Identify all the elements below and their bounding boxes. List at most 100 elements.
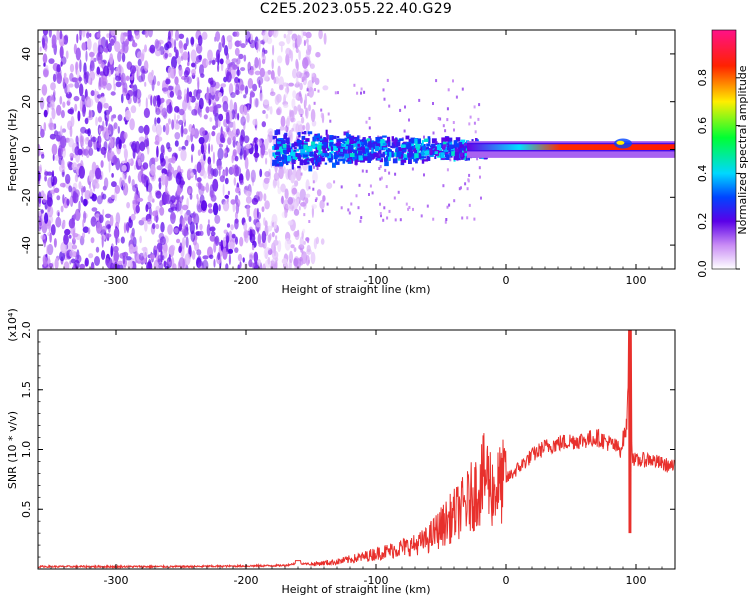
noise-cell <box>172 263 177 269</box>
noise-cell <box>108 160 111 173</box>
signal-cell <box>436 144 442 150</box>
noise-cell <box>446 205 449 209</box>
noise-cell <box>96 32 101 38</box>
noise-cell <box>301 30 304 39</box>
signal-cell <box>431 146 434 149</box>
noise-cell <box>420 214 423 218</box>
noise-cell <box>107 123 112 134</box>
noise-cell <box>261 121 266 128</box>
noise-cell <box>240 67 246 72</box>
noise-cell <box>90 90 95 97</box>
noise-cell <box>218 167 221 177</box>
signal-cell <box>315 161 321 167</box>
noise-cell <box>92 42 98 54</box>
noise-cell <box>232 64 238 70</box>
signal-cell <box>297 165 301 169</box>
noise-cell <box>147 194 153 203</box>
noise-cell <box>300 114 303 117</box>
noise-cell <box>174 227 179 234</box>
signal-cell <box>276 129 281 135</box>
noise-cell <box>227 190 230 196</box>
noise-cell <box>131 140 137 153</box>
noise-cell <box>254 143 259 151</box>
noise-cell <box>222 183 225 196</box>
noise-cell <box>225 240 229 253</box>
noise-cell <box>258 57 261 70</box>
noise-cell <box>394 172 397 176</box>
noise-cell <box>340 206 343 210</box>
noise-cell <box>111 181 117 188</box>
noise-cell <box>68 83 74 88</box>
noise-cell <box>114 41 121 53</box>
noise-cell <box>196 161 202 174</box>
noise-cell <box>125 109 131 121</box>
signal-cell <box>307 153 312 156</box>
noise-cell <box>166 104 173 114</box>
signal-cell <box>362 155 367 159</box>
noise-cell <box>201 31 208 40</box>
noise-cell <box>198 54 202 60</box>
signal-cell <box>467 156 470 161</box>
noise-cell <box>298 205 301 211</box>
noise-cell <box>245 168 250 181</box>
spectrogram-y-ticks: -40 -20 0 20 40 <box>20 29 675 270</box>
signal-cell <box>310 158 314 163</box>
noise-cell <box>300 202 307 207</box>
signal-cell <box>354 159 358 165</box>
signal-cell <box>377 140 380 144</box>
noise-cell <box>464 182 467 186</box>
noise-cell <box>48 122 55 131</box>
noise-cell <box>272 44 275 56</box>
signal-cell <box>354 137 358 142</box>
noise-cell <box>42 193 47 204</box>
signal-cell <box>369 140 375 145</box>
noise-cell <box>200 200 208 212</box>
noise-cell <box>162 255 165 261</box>
signal-cell <box>453 156 458 160</box>
noise-cell <box>64 228 71 236</box>
signal-cell <box>394 158 398 163</box>
noise-cell <box>360 216 363 220</box>
signal-cell <box>274 155 279 160</box>
noise-cell <box>208 208 213 214</box>
noise-cell <box>51 34 57 47</box>
noise-cell <box>178 33 185 39</box>
noise-cell <box>313 165 315 169</box>
noise-cell <box>263 248 268 259</box>
signal-cell <box>275 151 281 155</box>
noise-cell <box>76 141 80 150</box>
noise-cell <box>121 52 126 63</box>
signal-cell <box>282 144 287 148</box>
noise-cell <box>267 249 273 255</box>
noise-cell <box>168 171 173 181</box>
signal-cell <box>344 153 349 158</box>
noise-cell <box>210 144 214 153</box>
noise-cell <box>296 71 302 79</box>
noise-cell <box>60 135 67 149</box>
noise-cell <box>468 122 471 126</box>
noise-cell <box>64 77 69 85</box>
noise-cell <box>211 130 216 137</box>
noise-cell <box>83 41 87 52</box>
noise-cell <box>234 247 239 254</box>
noise-cell <box>218 92 222 98</box>
noise-cell <box>223 229 228 234</box>
noise-cell <box>444 220 447 224</box>
colorbar-label: Normalized spectral amplitude <box>736 65 749 234</box>
noise-cell <box>121 164 127 172</box>
y-tick-label: 0.5 <box>20 501 33 519</box>
noise-cell <box>74 81 80 89</box>
noise-cell <box>96 66 101 75</box>
noise-cell <box>48 263 54 268</box>
noise-cell <box>180 148 187 162</box>
noise-cell <box>224 194 229 199</box>
noise-cell <box>84 257 89 267</box>
noise-cell <box>195 171 197 181</box>
noise-cell <box>239 236 244 247</box>
noise-cell <box>285 53 290 66</box>
noise-cell <box>399 218 402 222</box>
signal-cell <box>429 148 433 155</box>
noise-cell <box>277 65 281 77</box>
signal-cell <box>344 137 347 142</box>
noise-cell <box>284 188 289 200</box>
